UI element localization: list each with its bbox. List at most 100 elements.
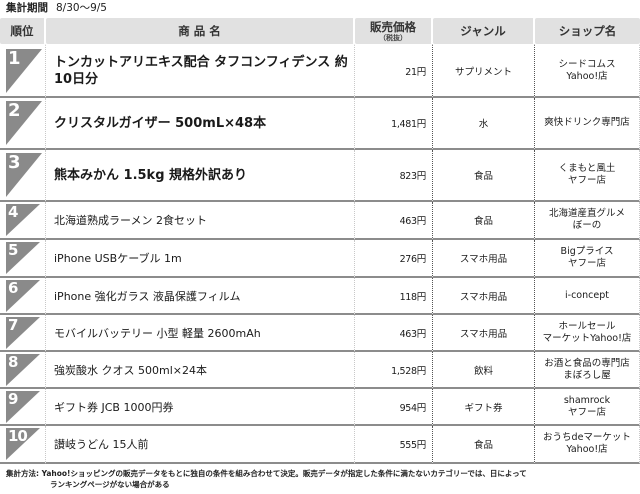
product-name: 熊本みかん 1.5kg 規格外訳あり [46,150,355,202]
header-genre: ジャンル [433,18,535,44]
shop-name-line1: おうちdeマーケット [543,432,631,443]
shop-name: お酒と食品の専門店 まぼろし屋 [535,352,640,389]
footnote-line2: ランキングページがない場合がある [50,480,170,489]
rank-badge: 9 [6,389,40,423]
rank-badge: 2 [6,101,42,145]
rank-cell: 8 [0,352,46,389]
rank-badge: 6 [6,279,40,312]
shop-name-line1: ホールセール [558,320,616,332]
rank-triangle-icon [6,428,40,460]
genre: ギフト券 [433,389,535,426]
table-row: 8 強炭酸水 クオス 500ml×24本 1,528円 飲料 お酒と食品の専門店 まぼろし… [0,352,640,389]
shop-name-line2: ぼーの [572,220,602,231]
table-row: 2 クリスタルガイザー 500mL×48本 1,481円水爽快ドリンク専門店 [0,98,640,150]
shop-name-line1: 爽快ドリンク専門店 [544,117,630,128]
rank-cell: 5 [0,240,46,278]
shop-name: ホールセール マーケットYahoo!店 [535,315,640,352]
rank-number: 9 [8,389,18,408]
header-price: 販売価格 （税抜） [355,18,433,44]
product-name: iPhone USBケーブル 1m [46,240,355,278]
header-rank: 順位 [0,18,46,44]
table-row: 4 北海道熟成ラーメン 2食セット 463円 食品 北海道産直グルメ ぼーの [0,202,640,240]
shop-name: 北海道産直グルメ ぼーの [535,202,640,240]
header-price-label: 販売価格 [370,19,416,34]
rank-cell: 1 [0,44,46,98]
genre: 食品 [433,150,535,202]
genre: サプリメント [433,44,535,98]
table-row: 6 iPhone 強化ガラス 液晶保護フィルム 118円 スマホ用品 i-concept [0,278,640,315]
rank-cell: 9 [0,389,46,426]
rank-cell: 4 [0,202,46,240]
genre: 食品 [433,202,535,240]
shop-name-line2: ヤフー店 [567,175,606,186]
table-row: 10 讃岐うどん 15人前 555円 食品 おうちdeマーケット Yahoo!店 [0,426,640,464]
price: 555円 [355,426,433,464]
price: 823円 [355,150,433,202]
rank-cell: 10 [0,426,46,464]
shop-name-line1: 北海道産直グルメ [548,208,625,219]
table-row: 5 iPhone USBケーブル 1m 276円 スマホ用品 Bigプライス ヤフー店 [0,240,640,278]
rank-badge: 10 [6,428,40,460]
genre: 水 [433,98,535,150]
rank-badge: 4 [6,204,40,236]
rank-number: 3 [8,152,20,173]
price: 21円 [355,44,433,98]
rank-number: 1 [8,48,20,69]
rank-cell: 6 [0,278,46,315]
header-price-sub: （税抜） [379,33,407,42]
shop-name: Bigプライス ヤフー店 [535,240,640,278]
genre: スマホ用品 [433,278,535,315]
genre: 飲料 [433,352,535,389]
shop-name-line1: Bigプライス [560,246,614,257]
period-range: 8/30〜9/5 [56,2,107,14]
shop-name-line2: Yahoo!店 [566,444,608,455]
price: 1,481円 [355,98,433,150]
rank-cell: 3 [0,150,46,202]
rank-number: 10 [8,427,28,445]
shop-name-line1: i-concept [565,289,609,301]
rank-number: 4 [8,203,18,221]
price: 463円 [355,202,433,240]
shop-name-line2: Yahoo!店 [566,71,608,82]
period-label: 集計期間 [6,2,48,14]
product-name: 讃岐うどん 15人前 [46,426,355,464]
price: 463円 [355,315,433,352]
table-row: 1 トンカットアリエキス配合 タフコンフィデンス 約10日分 21円 サプリメント シー… [0,44,640,98]
rank-badge: 3 [6,153,42,197]
rank-cell: 2 [0,98,46,150]
rank-triangle-icon [6,204,40,236]
product-name: トンカットアリエキス配合 タフコンフィデンス 約10日分 [46,44,355,98]
price: 954円 [355,389,433,426]
header-name: 商 品 名 [46,18,355,44]
rank-triangle-icon [6,49,42,93]
product-name: 北海道熟成ラーメン 2食セット [46,202,355,240]
rank-badge: 8 [6,353,40,386]
shop-name: 爽快ドリンク専門店 [535,98,640,150]
genre: スマホ用品 [433,240,535,278]
rank-triangle-icon [6,242,40,274]
price: 276円 [355,240,433,278]
header-row: 順位 商 品 名 販売価格 （税抜） ジャンル ショップ名 [0,18,640,44]
footnote: 集計方法: Yahoo!ショッピングの販売データをもとに独自の条件を組み合わせて… [6,468,636,490]
shop-name: i-concept [535,278,640,315]
product-name: モバイルバッテリー 小型 軽量 2600mAh [46,315,355,352]
rank-number: 7 [8,315,18,334]
rank-badge: 5 [6,242,40,274]
table-row: 9 ギフト券 JCB 1000円券 954円 ギフト券 shamrock ヤフー店 [0,389,640,426]
table-row: 3 熊本みかん 1.5kg 規格外訳あり 823円 食品 くまもと風土 ヤフー店 [0,150,640,202]
price: 118円 [355,278,433,315]
shop-name-line2: まぼろし屋 [563,369,611,381]
rank-triangle-icon [6,353,40,386]
ranking-table: 順位 商 品 名 販売価格 （税抜） ジャンル ショップ名 1 トンカットアリエキ… [0,18,640,464]
rank-badge: 1 [6,49,42,93]
shop-name: shamrock ヤフー店 [535,389,640,426]
shop-name: シードコムス Yahoo!店 [535,44,640,98]
rank-triangle-icon [6,316,40,349]
table-row: 7 モバイルバッテリー 小型 軽量 2600mAh 463円 スマホ用品 ホールセールマ… [0,315,640,352]
price: 1,528円 [355,352,433,389]
genre: 食品 [433,426,535,464]
shop-name-line1: お酒と食品の専門店 [544,357,630,369]
shop-name: おうちdeマーケット Yahoo!店 [535,426,640,464]
header-shop: ショップ名 [535,18,640,44]
rank-triangle-icon [6,153,42,197]
